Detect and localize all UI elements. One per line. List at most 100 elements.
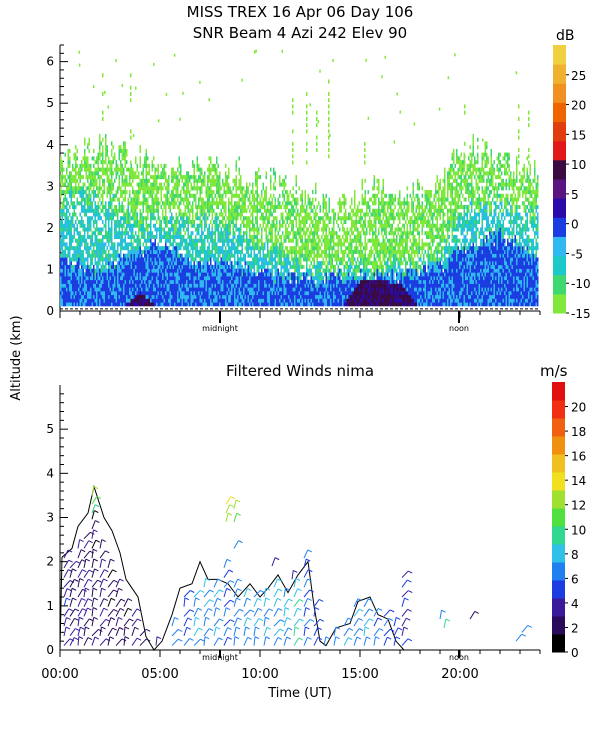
snr-cell [138, 190, 140, 195]
snr-cell [196, 264, 198, 269]
snr-cell [61, 287, 63, 292]
snr-cell [103, 268, 105, 273]
snr-cell [286, 268, 288, 273]
snr-cell [261, 291, 263, 296]
snr-cell [181, 175, 183, 180]
snr-cell [111, 197, 113, 202]
snr-cell [210, 201, 212, 206]
snr-cell [88, 264, 90, 269]
snr-cell [205, 190, 207, 195]
snr-cell [289, 216, 291, 221]
snr-cell [202, 257, 204, 262]
snr-cell [307, 234, 309, 239]
snr-cell [130, 238, 132, 243]
snr-cell [73, 227, 75, 232]
snr-cell [139, 208, 141, 213]
snr-cell [202, 264, 204, 269]
snr-cell [75, 257, 77, 262]
snr-cell [205, 186, 207, 191]
snr-cell [268, 197, 270, 202]
snr-cell [198, 268, 200, 273]
snr-cell [91, 178, 93, 183]
snr-cell [70, 175, 72, 180]
snr-cell [60, 272, 62, 277]
snr-cell [91, 216, 93, 221]
snr-cell [189, 249, 191, 254]
snr-cell [264, 190, 266, 195]
snr-cell [246, 227, 248, 232]
snr-cell [274, 246, 276, 251]
snr-cell [144, 163, 146, 168]
snr-cell [175, 242, 177, 247]
snr-cell [81, 264, 83, 269]
snr-cell [264, 197, 266, 202]
snr-cell [138, 272, 140, 277]
snr-cell [234, 208, 236, 213]
snr-cell [76, 227, 78, 232]
snr-cell [153, 182, 155, 187]
snr-cell [241, 190, 243, 195]
snr-cell [255, 246, 257, 251]
snr-cell [220, 291, 222, 296]
snr-cell [294, 249, 296, 254]
snr-cell [87, 167, 89, 172]
snr-cell [135, 205, 137, 210]
snr-cell [142, 298, 144, 303]
snr-cell [255, 302, 257, 307]
snr-cell [304, 283, 306, 288]
snr-cell [204, 205, 206, 210]
snr-cell [87, 272, 89, 277]
snr-cell [163, 201, 165, 206]
snr-cell [102, 287, 104, 292]
snr-cell [267, 238, 269, 243]
snr-cell [97, 276, 99, 281]
snr-cell [109, 298, 111, 303]
snr-cell [138, 242, 140, 247]
snr-cell [78, 167, 80, 172]
snr-cell [73, 302, 75, 307]
snr-cell [160, 246, 162, 251]
snr-cell [243, 298, 245, 303]
snr-cell [231, 242, 233, 247]
snr-cell [190, 291, 192, 296]
snr-cell [117, 276, 119, 281]
snr-cell [130, 291, 132, 296]
snr-cell [93, 264, 95, 269]
snr-cell [277, 238, 279, 243]
snr-cell [70, 182, 72, 187]
snr-cell [90, 208, 92, 213]
snr-cell [123, 298, 125, 303]
snr-cell [249, 264, 251, 269]
snr-cell [139, 261, 141, 266]
snr-cell [156, 219, 158, 225]
snr-cell [225, 302, 227, 307]
snr-cell [60, 257, 62, 262]
snr-cell [169, 279, 171, 284]
snr-cell [148, 302, 150, 307]
snr-cell [84, 302, 86, 307]
snr-cell [261, 205, 263, 210]
snr-cell [111, 152, 113, 157]
snr-cell [201, 287, 203, 292]
snr-cell [174, 283, 176, 288]
snr-cell [106, 268, 108, 273]
snr-cell [103, 302, 105, 307]
snr-cell [285, 238, 287, 243]
snr-cell [126, 160, 128, 165]
snr-cell [115, 287, 117, 292]
snr-cell [268, 201, 270, 206]
snr-cell [60, 163, 62, 168]
snr-cell [93, 291, 95, 296]
snr-cell [127, 261, 129, 266]
snr-cell [150, 268, 152, 273]
snr-cell [132, 186, 134, 191]
snr-cell [168, 276, 170, 281]
snr-cell [120, 302, 122, 307]
snr-cell [192, 231, 194, 236]
snr-cell [181, 212, 183, 217]
snr-cell [78, 249, 80, 254]
snr-cell [78, 294, 80, 299]
snr-cell [154, 238, 156, 243]
snr-cell [120, 208, 122, 213]
snr-cell [201, 246, 203, 251]
